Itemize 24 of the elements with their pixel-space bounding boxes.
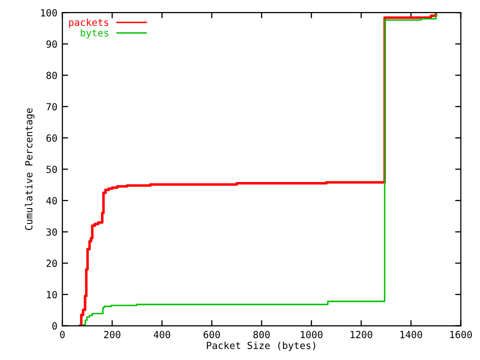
- y-tick-label: 80: [46, 72, 57, 80]
- x-tick-label: 1400: [400, 330, 422, 338]
- x-tick-label: 800: [253, 330, 270, 338]
- x-tick-label: 1000: [300, 330, 322, 338]
- y-tick-label: 40: [46, 197, 57, 204]
- y-tick-label: 20: [46, 260, 57, 268]
- y-tick-label: 70: [46, 103, 57, 110]
- y-tick-label: 90: [46, 40, 57, 48]
- x-tick-label: 600: [204, 330, 220, 338]
- y-tick-label: 10: [47, 290, 57, 298]
- x-tick-label: 400: [154, 330, 170, 338]
- y-tick-label: 30: [46, 228, 57, 236]
- x-tick-label: 0: [60, 330, 65, 338]
- y-tick-label: 0: [52, 322, 57, 330]
- y-tick-label: 100: [41, 9, 57, 16]
- legend-label: bytes: [80, 28, 108, 38]
- y-tick-label: 50: [46, 166, 57, 174]
- x-tick-label: 1600: [450, 330, 472, 338]
- y-axis-title: Cumulative Percentage: [24, 108, 34, 230]
- y-tick-label: 60: [46, 134, 57, 142]
- legend-label: packets: [69, 18, 108, 28]
- x-axis-title: Packet Size (bytes): [206, 342, 316, 351]
- x-tick-label: 1200: [350, 330, 372, 338]
- x-tick-label: 200: [104, 330, 120, 338]
